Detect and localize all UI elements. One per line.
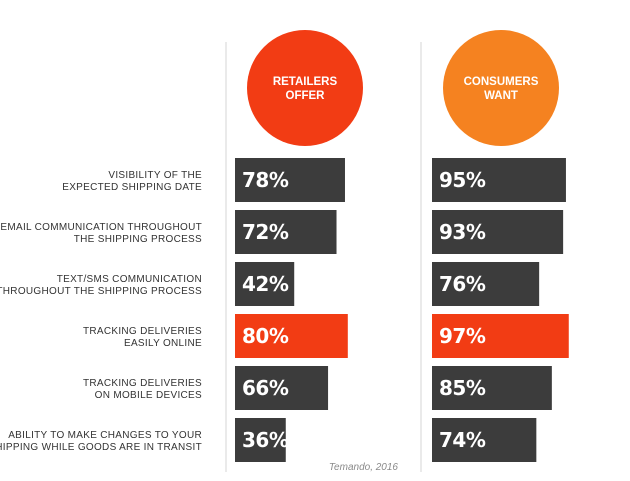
retailers-bar bbox=[235, 366, 329, 410]
consumers-bar-value: 95% bbox=[439, 168, 486, 192]
retailers-header-label: RETAILERS OFFER bbox=[273, 76, 338, 102]
consumers-bar-value: 97% bbox=[439, 324, 486, 348]
consumers-bar-value: 85% bbox=[439, 376, 486, 400]
retailers-bar bbox=[235, 262, 295, 306]
retailers-bar-value: 66% bbox=[242, 376, 289, 400]
category-label: TRACKING DELIVERIES ON MOBILE DEVICES bbox=[83, 378, 202, 401]
category-label: EMAIL COMMUNICATION THROUGHOUT THE SHIPPI… bbox=[0, 222, 202, 245]
retailers-header-circle bbox=[247, 30, 363, 146]
consumers-bar bbox=[432, 262, 540, 306]
consumers-bar-value: 74% bbox=[439, 428, 486, 452]
consumers-header-circle bbox=[443, 30, 559, 146]
category-label: TEXT/SMS COMMUNICATION THROUGHOUT THE SHI… bbox=[0, 274, 202, 297]
source-credit: Temando, 2016 bbox=[329, 462, 399, 473]
category-label: TRACKING DELIVERIES EASILY ONLINE bbox=[83, 326, 202, 349]
consumers-bar bbox=[432, 158, 566, 202]
consumers-bar bbox=[432, 210, 564, 254]
retailers-bar bbox=[235, 210, 337, 254]
retailers-bar-value: 80% bbox=[242, 324, 289, 348]
retailers-bar-value: 36% bbox=[242, 428, 289, 452]
consumers-bar bbox=[432, 418, 537, 462]
retailers-bar-value: 42% bbox=[242, 272, 289, 296]
category-label: VISIBILITY OF THE EXPECTED SHIPPING DATE bbox=[62, 170, 202, 193]
retailers-bar bbox=[235, 158, 345, 202]
retailers-bar bbox=[235, 418, 286, 462]
consumers-bar-value: 76% bbox=[439, 272, 486, 296]
consumers-header-label: CONSUMERS WANT bbox=[464, 76, 539, 102]
consumers-bar bbox=[432, 366, 552, 410]
category-label: ABILITY TO MAKE CHANGES TO YOUR SHIPPING … bbox=[0, 430, 202, 453]
retailers-bar-value: 72% bbox=[242, 220, 289, 244]
retailers-bar-value: 78% bbox=[242, 168, 289, 192]
consumers-bar bbox=[432, 314, 569, 358]
retailers-bar bbox=[235, 314, 348, 358]
consumers-bar-value: 93% bbox=[439, 220, 486, 244]
